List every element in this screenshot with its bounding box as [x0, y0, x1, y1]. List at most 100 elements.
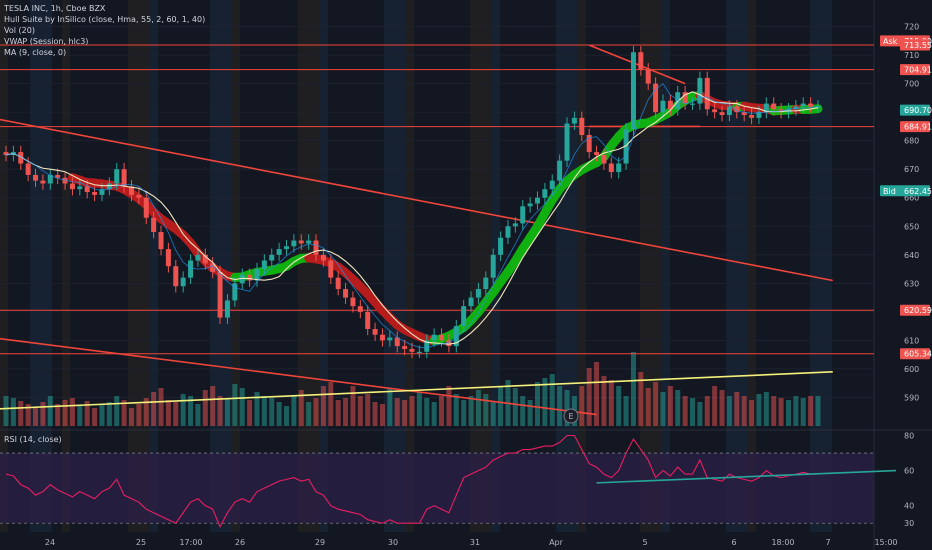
- volume-bar: [18, 401, 24, 426]
- volume-bar: [99, 404, 105, 426]
- session-stripe-0: [0, 0, 8, 532]
- candle-body: [188, 260, 194, 278]
- volume-bar: [549, 374, 555, 426]
- trendlines[interactable]: [0, 44, 833, 416]
- trendline-1[interactable]: [0, 337, 597, 416]
- candle-body: [121, 169, 127, 187]
- volume-bar: [763, 392, 769, 426]
- volume-bar: [785, 400, 791, 426]
- volume-bar: [25, 404, 31, 426]
- volume-bar: [106, 402, 112, 426]
- volume-bar: [269, 398, 275, 426]
- candle-body: [84, 186, 90, 193]
- session-stripe-17: [726, 0, 748, 532]
- candle-body: [269, 254, 275, 261]
- candle-body: [630, 52, 636, 130]
- volume-bar: [365, 394, 371, 426]
- volume-bar: [158, 388, 164, 426]
- candle-body: [210, 263, 216, 272]
- price-tag-value: 704.91: [904, 66, 932, 75]
- candle-body: [158, 231, 164, 250]
- time-tick-label: 6: [731, 538, 736, 547]
- volume-bar: [114, 396, 120, 426]
- volume-bar: [343, 398, 349, 426]
- volume-bar: [3, 396, 9, 426]
- candle-body: [261, 260, 267, 270]
- candle-body: [343, 289, 349, 298]
- volume-bar: [800, 398, 806, 426]
- candle-body: [483, 277, 489, 290]
- candle-body: [505, 226, 511, 238]
- volume-bar: [741, 396, 747, 426]
- rsi-legend[interactable]: RSI (14, close): [4, 435, 62, 444]
- candle-body: [667, 100, 673, 110]
- candle-body: [586, 134, 592, 153]
- price-tag-value: 620.59: [904, 306, 932, 315]
- volume-bar: [276, 402, 282, 426]
- candle-body: [475, 289, 481, 298]
- candle-body: [623, 129, 629, 164]
- candle-body: [357, 306, 363, 312]
- price-tick-label: 680: [904, 137, 919, 146]
- candle-body: [239, 274, 245, 284]
- indicator-hull-label[interactable]: Hull Suite by InSilico (close, Hma, 55, …: [4, 15, 206, 24]
- session-stripe-9: [384, 0, 406, 532]
- candle-body: [114, 169, 120, 184]
- volume-bar: [675, 390, 681, 426]
- time-axis[interactable]: 24 25 17:00 26 29 30 31 Apr 5 6 18:00 7 15:00: [45, 538, 898, 547]
- earnings-marker[interactable]: E: [563, 408, 579, 424]
- candle-body: [365, 311, 371, 329]
- volume-bar: [143, 398, 149, 426]
- rsi-tick-label: 60: [904, 467, 914, 476]
- trendline-0[interactable]: [0, 118, 833, 282]
- volume-bar: [232, 384, 238, 426]
- volume-bar: [357, 396, 363, 426]
- symbol-title[interactable]: TESLA INC, 1h, Cboe BZX: [4, 4, 106, 13]
- volume-bar: [387, 388, 393, 426]
- volume-bar: [630, 352, 636, 426]
- price-axis[interactable]: 5906006106206306406506606706806907007107…: [880, 23, 932, 529]
- candle-body: [660, 100, 666, 113]
- price-tag: [900, 348, 930, 360]
- candle-body: [446, 340, 452, 347]
- price-tag-label: Bid: [883, 187, 896, 196]
- time-tick-label: 26: [235, 538, 245, 547]
- support-trendline[interactable]: [0, 370, 833, 410]
- candle-body: [128, 186, 134, 195]
- candle-body: [704, 77, 710, 110]
- indicator-ma-label[interactable]: MA (9, close, 0): [4, 48, 67, 57]
- rsi-trendline[interactable]: [596, 469, 897, 484]
- candle-body: [601, 154, 607, 164]
- volume-bar: [62, 400, 68, 426]
- trendline-2[interactable]: [588, 44, 686, 85]
- volume-bar: [254, 392, 260, 426]
- volume-bar: [128, 408, 134, 426]
- earnings-circle[interactable]: [563, 408, 579, 424]
- time-tick-label: 25: [136, 538, 146, 547]
- rsi-tick-label: 30: [904, 519, 914, 528]
- candle-body: [195, 254, 201, 261]
- indicator-volume-label[interactable]: Vol (20): [4, 26, 35, 35]
- session-stripe-12: [492, 0, 500, 532]
- rsi-pane[interactable]: [0, 434, 897, 529]
- volume-bar: [564, 390, 570, 426]
- candle-body: [653, 83, 659, 113]
- candle-body: [3, 152, 9, 155]
- indicator-vwap-label[interactable]: VWAP (Session, hlc3): [4, 37, 89, 46]
- candle-body: [92, 192, 98, 195]
- horizontal-levels[interactable]: [0, 44, 874, 355]
- candle-body: [313, 240, 319, 255]
- volume-bar: [409, 396, 415, 426]
- volume-bar: [121, 400, 127, 426]
- volume-bar: [453, 394, 459, 426]
- volume-bar: [475, 390, 481, 426]
- candle-body: [616, 163, 622, 173]
- candle-body: [136, 194, 142, 198]
- earnings-label: E: [568, 412, 573, 421]
- price-tag: [900, 39, 930, 51]
- volume-bar: [291, 396, 297, 426]
- candle-body: [424, 340, 430, 352]
- price-tick-label: 660: [904, 194, 919, 203]
- session-stripe-8: [320, 0, 328, 532]
